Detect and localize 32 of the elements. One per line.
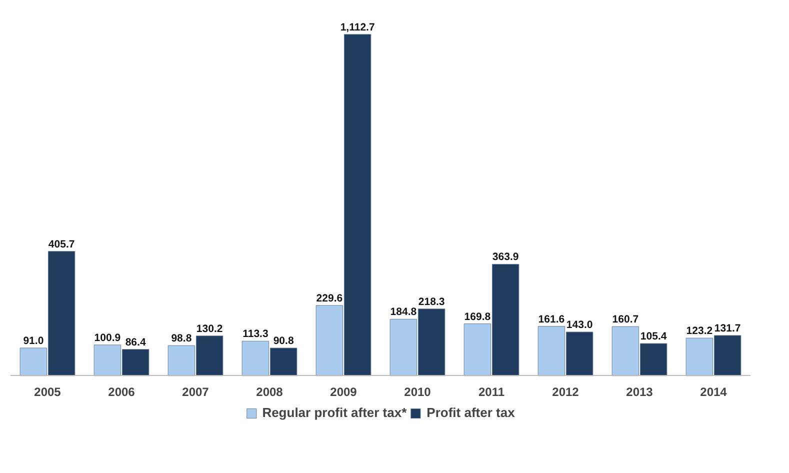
data-label: 113.3: [242, 328, 268, 340]
x-tick-label: 2006: [108, 384, 136, 399]
legend-label: Regular profit after tax*: [262, 405, 407, 420]
data-label: 98.8: [171, 332, 192, 345]
data-label: 1,112.7: [340, 21, 375, 34]
data-label: 184.8: [390, 306, 417, 318]
data-label: 229.6: [316, 292, 343, 304]
x-tick-label: 2011: [478, 384, 505, 399]
data-label: 160.7: [612, 314, 639, 326]
x-tick-label: 2005: [34, 384, 62, 399]
x-tick-label: 2009: [330, 384, 358, 399]
data-label: 363.9: [492, 251, 519, 264]
x-tick-label: 2012: [552, 384, 580, 399]
data-label: 123.2: [686, 325, 713, 338]
data-label: 90.8: [273, 335, 294, 347]
data-label: 100.9: [94, 332, 121, 344]
x-tick-label: 2014: [700, 384, 728, 399]
data-label: 130.2: [196, 322, 223, 335]
data-label: 405.7: [48, 238, 75, 250]
data-label: 218.3: [418, 296, 445, 308]
x-tick-label: 2007: [182, 384, 210, 399]
data-label: 86.4: [125, 336, 146, 348]
data-label: 91.0: [23, 334, 44, 347]
data-label: 169.8: [464, 310, 491, 323]
x-tick-label: 2013: [626, 384, 654, 399]
x-tick-label: 2008: [256, 384, 284, 399]
data-label: 105.4: [640, 330, 667, 343]
data-label: 131.7: [714, 322, 741, 334]
data-label: 161.6: [538, 313, 565, 326]
x-tick-label: 2010: [404, 384, 432, 399]
legend-label: Profit after tax: [426, 405, 515, 420]
data-label: 143.0: [566, 318, 593, 331]
